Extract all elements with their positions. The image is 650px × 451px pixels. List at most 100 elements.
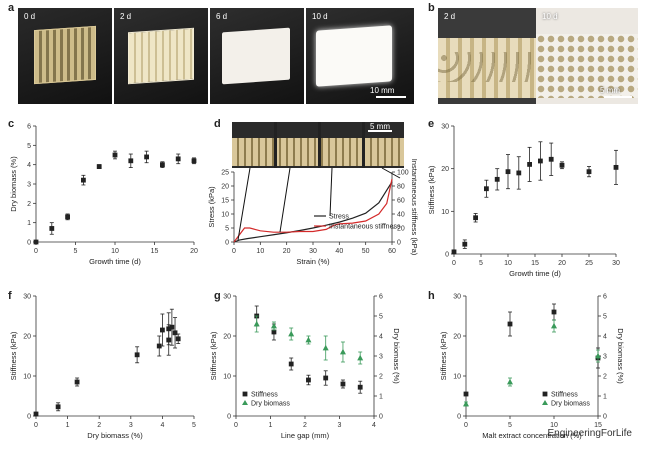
data-point-g-1 <box>253 320 260 327</box>
x-tick-label-d: 10 <box>256 248 264 255</box>
y-tick-label-e: 30 <box>441 124 449 131</box>
data-point-e-0 <box>505 169 511 175</box>
data-point-f-0 <box>166 326 172 332</box>
data-point-c-0 <box>112 152 118 158</box>
data-point-f-0 <box>169 324 175 330</box>
data-point-f-0 <box>55 404 61 410</box>
data-point-g-0 <box>288 361 294 367</box>
y-tick-label-d: 20 <box>221 184 229 191</box>
data-point-e-0 <box>484 186 489 192</box>
x-tick-label-h: 10 <box>550 422 558 429</box>
photo-arrow-2 <box>329 167 333 217</box>
data-point-e-0 <box>473 215 478 221</box>
y-tick-label-d: 25 <box>221 170 229 177</box>
panel-label-h: h <box>428 290 435 302</box>
y2-tick-label-h: 4 <box>603 334 607 341</box>
label-day6: 6 d <box>216 12 228 21</box>
x-axis-label-h: Malt extract concentration (%) <box>482 431 582 440</box>
y-tick-label-f: 20 <box>23 334 31 341</box>
y-tick-label-c: 6 <box>27 124 31 131</box>
y-tick-label-e: 20 <box>441 166 449 173</box>
y-tick-label-d: 5 <box>225 226 229 233</box>
y2-tick-label-g: 3 <box>379 354 383 361</box>
data-point-c-0 <box>49 226 55 231</box>
x-axis-label-e: Growth time (d) <box>509 269 561 278</box>
y2-tick-label-h: 6 <box>603 294 607 301</box>
y2-tick-label-d: 0 <box>397 240 401 247</box>
data-point-f-0 <box>33 411 39 417</box>
legend-label-d-0: Stress <box>329 214 349 221</box>
y-tick-label-f: 30 <box>23 294 31 301</box>
data-point-f-0 <box>172 330 178 336</box>
photo-compression-sequence: 5 mm <box>232 122 404 168</box>
y-tick-label-d: 15 <box>221 198 229 205</box>
y2-tick-label-d: 40 <box>397 212 405 219</box>
y-tick-label-e: 0 <box>445 252 449 259</box>
x-tick-label-d: 60 <box>388 248 396 255</box>
data-point-f-0 <box>156 343 162 349</box>
x-tick-label-f: 1 <box>66 422 70 429</box>
panel-label-e: e <box>428 118 435 130</box>
legend-label-d-1: Instantaneous stiffness <box>329 224 401 231</box>
y-tick-label-h: 20 <box>453 334 461 341</box>
x-tick-label-c: 10 <box>111 248 119 255</box>
x-tick-label-e: 30 <box>612 260 620 267</box>
data-point-e-0 <box>613 164 619 170</box>
legend-swatch-g-0 <box>242 391 248 397</box>
data-point-h-1 <box>463 400 469 407</box>
panel-label-c: c <box>8 118 15 130</box>
legend-label-g-1: Dry biomass <box>251 401 290 408</box>
data-point-f-0 <box>74 379 80 385</box>
y2-tick-label-d: 80 <box>397 184 405 191</box>
y-tick-label-g: 0 <box>227 414 231 421</box>
photo-b-day2: 2 d <box>438 8 536 104</box>
data-point-c-0 <box>175 156 181 162</box>
data-point-g-1 <box>270 322 277 329</box>
x-axis-label-g: Line gap (mm) <box>281 431 330 440</box>
photo-arrow-1 <box>279 167 291 233</box>
data-point-e-0 <box>527 162 532 167</box>
x-tick-label-e: 0 <box>452 260 456 267</box>
photo-arrow-0 <box>237 167 251 241</box>
y2-tick-label-d: 20 <box>397 226 405 233</box>
data-point-g-0 <box>306 377 311 383</box>
y2-axis-label-g: Dry biomass (%) <box>392 328 401 384</box>
scale-label-d: 5 mm <box>370 122 390 131</box>
scale-label-a: 10 mm <box>370 86 395 95</box>
y2-axis-label-h: Dry biomass (%) <box>616 328 625 384</box>
x-tick-label-f: 5 <box>192 422 196 429</box>
data-point-e-0 <box>538 158 543 164</box>
y-tick-label-c: 4 <box>27 162 31 169</box>
y2-tick-label-g: 1 <box>379 394 383 401</box>
y2-tick-label-g: 6 <box>379 294 383 301</box>
y-tick-label-d: 10 <box>221 212 229 219</box>
x-tick-label-g: 4 <box>372 422 376 429</box>
x-tick-label-c: 5 <box>74 248 78 255</box>
data-point-g-1 <box>357 354 364 361</box>
data-point-c-0 <box>81 177 86 183</box>
data-point-h-0 <box>463 391 469 397</box>
y-tick-label-h: 0 <box>457 414 461 421</box>
data-point-c-0 <box>128 158 134 164</box>
data-point-f-0 <box>175 336 181 342</box>
x-tick-label-e: 25 <box>585 260 593 267</box>
data-point-e-0 <box>451 249 457 255</box>
y2-tick-label-d: 100 <box>397 170 409 177</box>
legend-swatch-g-1 <box>242 400 248 405</box>
data-point-c-0 <box>160 162 165 168</box>
data-point-e-0 <box>548 156 554 162</box>
y-tick-label-d: 0 <box>225 240 229 247</box>
panel-label-d: d <box>214 118 221 130</box>
x-tick-label-e: 20 <box>558 260 566 267</box>
x-tick-label-e: 10 <box>504 260 512 267</box>
legend-label-h-0: Stiffness <box>551 392 578 399</box>
data-point-c-0 <box>96 164 102 169</box>
x-tick-label-c: 15 <box>151 248 159 255</box>
y2-tick-label-g: 2 <box>379 374 383 381</box>
x-tick-label-c: 20 <box>190 248 198 255</box>
series-line-d-1 <box>233 178 393 243</box>
y-tick-label-g: 30 <box>223 294 231 301</box>
label-b-day2: 2 d <box>444 12 456 21</box>
scale-bar-b <box>604 96 632 98</box>
data-point-h-1 <box>507 378 513 385</box>
